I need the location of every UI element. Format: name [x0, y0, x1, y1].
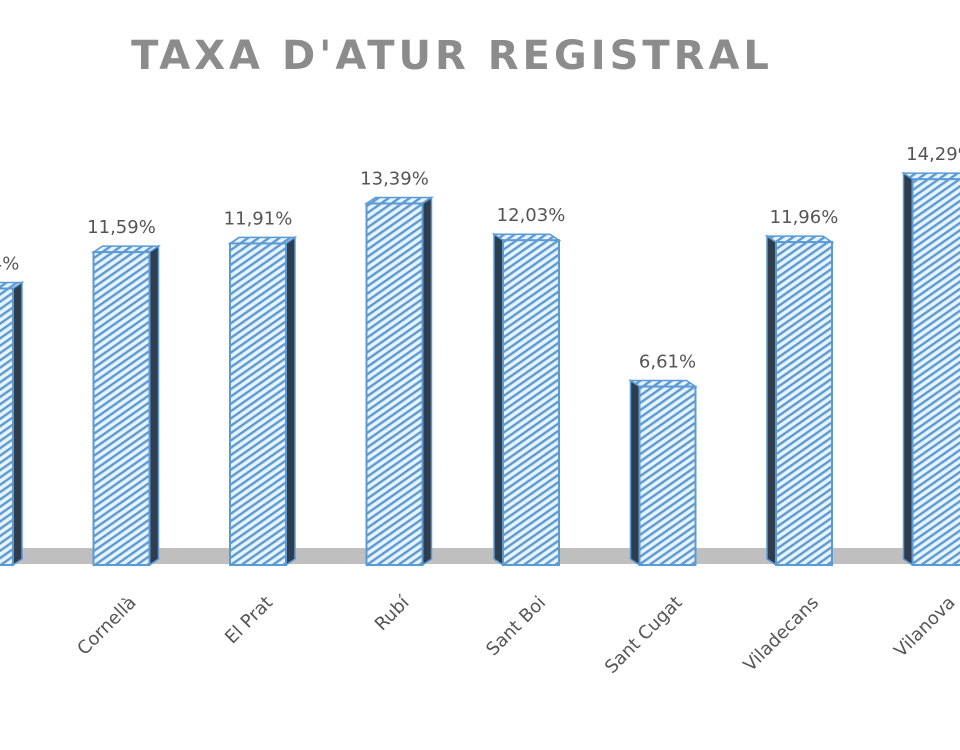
- bar: [92, 251, 151, 566]
- chart-title: TAXA D'ATUR REGISTRAL: [131, 33, 773, 79]
- bar: [911, 178, 960, 566]
- bar: [365, 202, 424, 566]
- bar: [0, 287, 14, 566]
- x-tick-label: Viladecans: [740, 592, 824, 676]
- bar-side: [421, 196, 433, 567]
- bar: [775, 241, 833, 567]
- value-label: 11,91%: [224, 208, 293, 229]
- value-label: 11,96%: [770, 207, 839, 228]
- bar-side: [629, 379, 641, 567]
- value-label: 10,24%: [0, 254, 19, 275]
- bar-side: [493, 232, 504, 567]
- value-label: 6,61%: [639, 352, 696, 373]
- bar-side: [148, 244, 160, 567]
- bar-side: [902, 171, 914, 567]
- value-label: 13,39%: [360, 168, 429, 189]
- bar: [229, 242, 287, 566]
- bar-side: [766, 234, 777, 567]
- value-label: 12,03%: [497, 205, 566, 226]
- x-tick-label: Vilanova: [890, 592, 959, 661]
- x-tick-label: Sant Boi: [482, 592, 550, 660]
- bar-top: [0, 281, 25, 290]
- bar: [502, 239, 560, 566]
- bar-side: [285, 236, 296, 567]
- x-tick-label: El Prat: [221, 592, 277, 648]
- bar: [638, 385, 697, 566]
- bar-side: [12, 281, 23, 567]
- value-label: 14,29%: [906, 144, 960, 165]
- x-tick-label: Cornellà: [73, 592, 140, 659]
- x-tick-label: Sant Cugat: [601, 592, 687, 678]
- value-label: 11,59%: [87, 217, 156, 238]
- x-tick-label: Rubí: [371, 592, 415, 636]
